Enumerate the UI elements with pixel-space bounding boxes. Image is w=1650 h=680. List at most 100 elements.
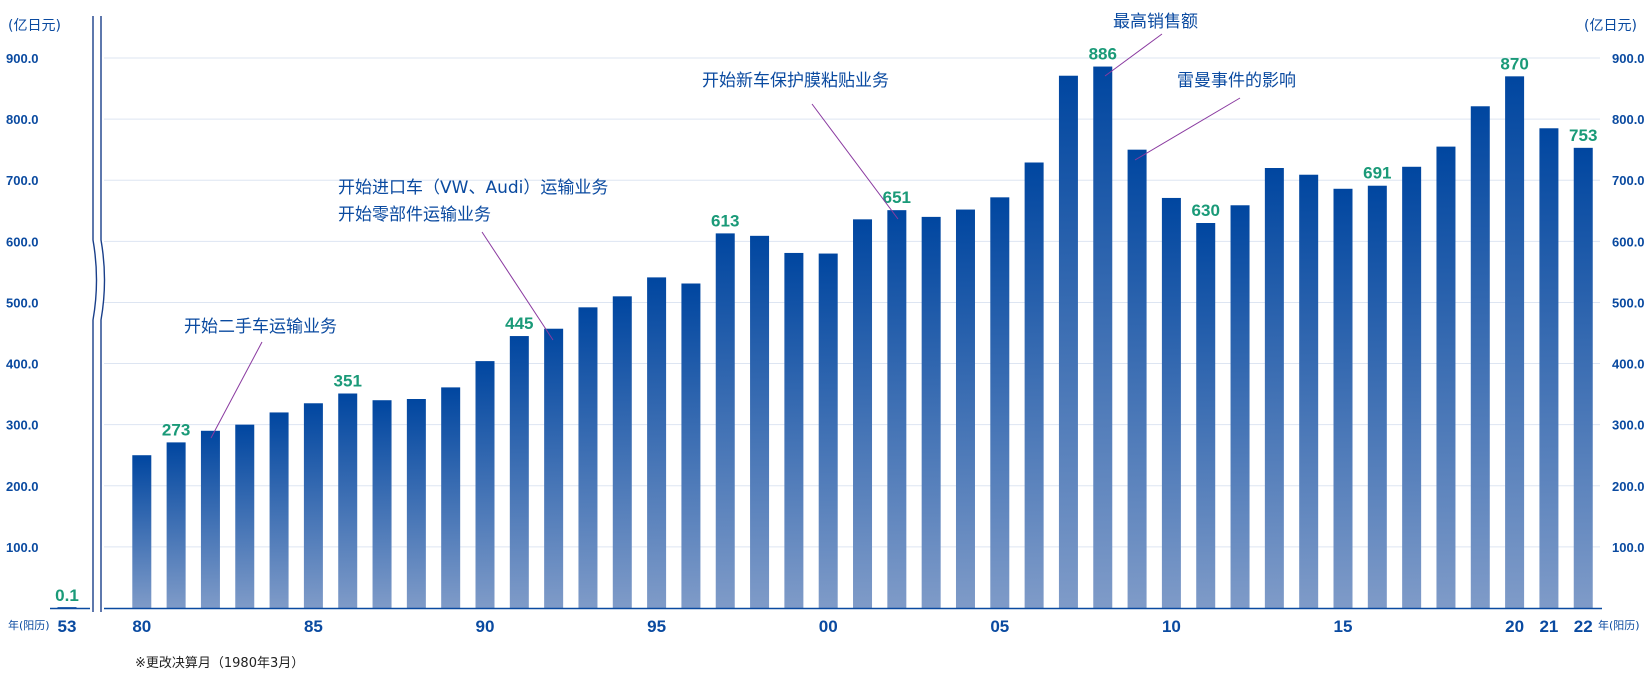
x-tick-label-00: 00 <box>819 617 838 636</box>
y-unit-right: (亿日元) <box>1584 18 1637 34</box>
bar-91 <box>509 336 529 608</box>
y-tick-label-left: 700.0 <box>6 173 39 188</box>
annotation-92-line-1: 开始零部件运输业务 <box>338 205 491 225</box>
x-tick-label-95: 95 <box>647 617 666 636</box>
x-tick-label-80: 80 <box>132 617 151 636</box>
bar-90 <box>475 361 495 608</box>
x-tick-label-53: 53 <box>58 617 77 636</box>
y-tick-label-right: 100.0 <box>1612 540 1645 555</box>
bar-89 <box>441 387 461 608</box>
axis-break-line <box>92 16 98 612</box>
bar-18 <box>1436 146 1456 608</box>
bar-09 <box>1127 149 1147 608</box>
data-label-16: 691 <box>1363 164 1391 183</box>
data-label-22: 753 <box>1569 126 1597 145</box>
footnote: ※更改决算月（1980年3月） <box>135 656 304 671</box>
y-tick-label-left: 500.0 <box>6 295 39 310</box>
y-tick-label-right: 200.0 <box>1612 479 1645 494</box>
data-label-53: 0.1 <box>55 586 79 605</box>
y-tick-label-left: 200.0 <box>6 479 39 494</box>
annotation-leader-08 <box>1104 33 1163 77</box>
y-tick-label-left: 100.0 <box>6 540 39 555</box>
bar-06 <box>1024 162 1044 608</box>
bar-86 <box>338 393 358 608</box>
axis-break <box>90 14 106 612</box>
x-tick-label-22: 22 <box>1574 617 1593 636</box>
y-tick-label-right: 700.0 <box>1612 173 1645 188</box>
bar-85 <box>303 403 323 608</box>
bar-84 <box>269 412 289 608</box>
bar-07 <box>1058 75 1078 608</box>
x-tick-label-10: 10 <box>1162 617 1181 636</box>
annotation-02-line-0: 开始新车保护膜粘贴业务 <box>702 71 889 91</box>
x-axis-ticks: 53 80 85 90 95 00 05 10 15 20 21 22 <box>58 617 1593 636</box>
annotation-92-line-0: 开始进口车（VW、Audi）运输业务 <box>338 178 608 198</box>
y-axis-left: 100.0 200.0 300.0 400.0 500.0 600.0 700.0 800.0… <box>6 51 39 555</box>
y-tick-label-right: 600.0 <box>1612 234 1645 249</box>
annotation-leader-82 <box>210 341 263 439</box>
bar-04 <box>955 209 975 609</box>
bar-93 <box>578 307 598 608</box>
x-tick-label-05: 05 <box>990 617 1009 636</box>
annotation-82-line-0: 开始二手车运输业务 <box>184 317 337 337</box>
y-tick-label-right: 800.0 <box>1612 112 1645 127</box>
annotation-leader-09 <box>1134 97 1241 161</box>
x-unit-left: 年(阳历) <box>8 618 50 632</box>
bar-05 <box>990 197 1010 609</box>
bar-53 <box>57 607 77 608</box>
annotation-leader-02 <box>811 103 899 220</box>
y-tick-label-left: 800.0 <box>6 112 39 127</box>
data-labels: 0.1 273 351 445 613 651 886 630 691 870 753 <box>55 45 1597 605</box>
annotation-08-line-0: 最高销售额 <box>1113 12 1198 32</box>
annotation-09-line-0: 雷曼事件的影响 <box>1177 71 1296 91</box>
bar-92 <box>544 328 564 608</box>
y-axis-right: 100.0 200.0 300.0 400.0 500.0 600.0 700.0 800.0… <box>1612 51 1645 555</box>
data-label-91: 445 <box>505 314 533 333</box>
bar-12 <box>1230 205 1250 608</box>
bar-16 <box>1367 185 1387 608</box>
bar-87 <box>372 400 392 608</box>
bar-00 <box>818 253 838 609</box>
bar-02 <box>887 210 907 608</box>
bar-98 <box>750 235 770 609</box>
bar-01 <box>853 219 873 609</box>
bar-20 <box>1505 76 1525 609</box>
bar-03 <box>921 216 941 608</box>
bar-21 <box>1539 128 1559 608</box>
data-label-08: 886 <box>1089 45 1117 64</box>
bar-95 <box>647 277 667 608</box>
annotation-leader-92 <box>481 231 554 341</box>
bar-10 <box>1161 197 1181 608</box>
bar-08 <box>1093 66 1113 609</box>
bar-15 <box>1333 188 1353 608</box>
y-tick-label-left: 900.0 <box>6 51 39 66</box>
data-label-11: 630 <box>1192 201 1220 220</box>
bar-11 <box>1196 223 1216 608</box>
y-tick-label-left: 400.0 <box>6 357 39 372</box>
data-label-02: 651 <box>883 188 911 207</box>
x-tick-label-15: 15 <box>1334 617 1353 636</box>
bar-17 <box>1402 166 1422 608</box>
bar-96 <box>681 283 701 608</box>
bar-99 <box>784 252 804 608</box>
bar-83 <box>235 424 255 608</box>
y-tick-label-left: 300.0 <box>6 418 39 433</box>
bar-19 <box>1470 106 1490 609</box>
x-tick-label-20: 20 <box>1505 617 1524 636</box>
bar-14 <box>1299 174 1319 608</box>
data-label-20: 870 <box>1500 54 1528 73</box>
bars <box>57 66 1593 609</box>
y-tick-label-right: 500.0 <box>1612 295 1645 310</box>
bar-22 <box>1573 147 1593 609</box>
axis-break-line <box>100 16 106 612</box>
bar-88 <box>406 399 426 608</box>
x-tick-label-85: 85 <box>304 617 323 636</box>
data-label-86: 351 <box>334 372 362 391</box>
x-tick-label-90: 90 <box>476 617 495 636</box>
bar-81 <box>166 442 186 608</box>
bar-80 <box>132 455 152 608</box>
y-tick-label-left: 600.0 <box>6 234 39 249</box>
y-unit-left: (亿日元) <box>8 18 61 34</box>
